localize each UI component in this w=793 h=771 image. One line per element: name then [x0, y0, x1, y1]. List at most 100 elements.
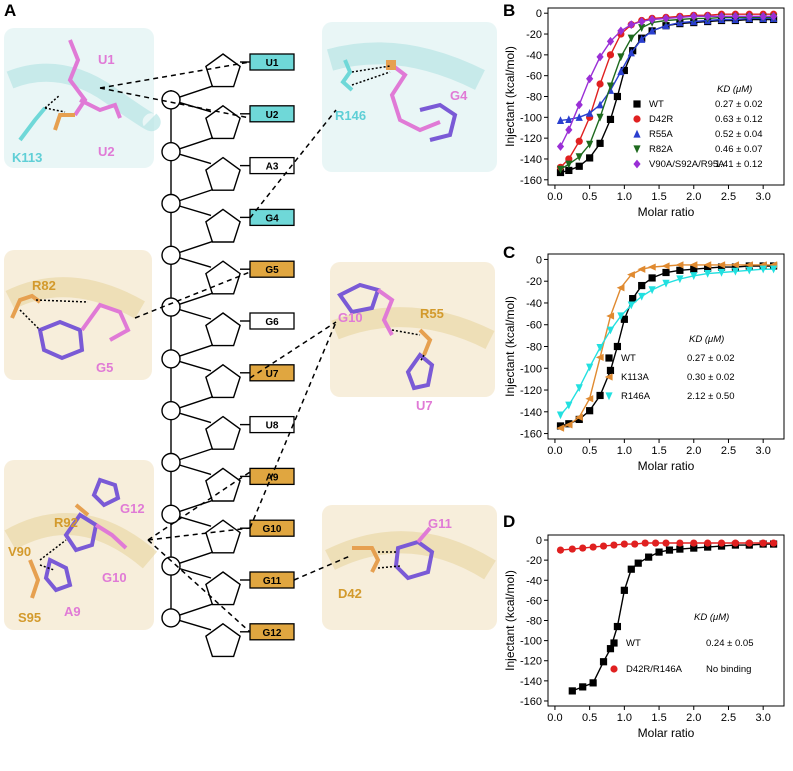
- data-point: [586, 363, 594, 372]
- y-tick-label: -160: [520, 175, 542, 187]
- x-tick-label: 0.0: [547, 445, 562, 457]
- data-point: [704, 11, 712, 21]
- data-point: [606, 645, 615, 653]
- legend-kd-value: 1.41 ± 0.12: [715, 159, 762, 170]
- data-point: [617, 67, 625, 76]
- x-tick-label: 2.0: [686, 445, 701, 457]
- data-point: [568, 687, 576, 695]
- plot-frame: [547, 534, 785, 707]
- nucleotide-label: A3: [266, 162, 279, 173]
- legend-kd-value: 0.24 ± 0.05: [706, 638, 753, 649]
- data-point: [575, 162, 583, 170]
- legend-series-name: WT: [626, 638, 641, 649]
- label-r82: R82: [32, 278, 56, 293]
- data-point: [759, 11, 767, 21]
- data-point: [759, 539, 767, 547]
- data-point: [769, 11, 778, 21]
- data-point: [641, 539, 649, 547]
- label-g10-inset4: G10: [338, 310, 363, 325]
- data-point: [589, 543, 597, 551]
- data-point: [631, 540, 639, 548]
- data-point: [606, 326, 615, 335]
- chart-panel-b: 0.0 0.5 1.0 1.5 2.0 2.5 3.0 0 -20 -40 -60 -80 -100 -1…: [503, 7, 785, 219]
- data-point: [586, 154, 594, 162]
- y-tick-label: -120: [520, 385, 542, 397]
- data-point: [617, 312, 625, 321]
- label-g12-inset5: G12: [120, 501, 145, 516]
- data-point: [759, 265, 767, 274]
- data-point: [704, 539, 712, 547]
- ribose-pentagon: [205, 260, 241, 295]
- y-tick-label: -80: [526, 92, 542, 104]
- x-tick-label: 2.5: [721, 191, 736, 203]
- inset-u1-u2-k113: U1 U2 K113: [4, 28, 161, 168]
- data-point: [648, 26, 656, 35]
- chart-panel-d: 0.0 0.5 1.0 1.5 2.0 2.5 3.0 0 -20 -40 -60 -80 -100 -1…: [503, 534, 785, 740]
- legend-kd-value: 0.46 ± 0.07: [715, 144, 762, 155]
- data-point: [556, 422, 565, 430]
- label-v90: V90: [8, 544, 31, 559]
- label-k113: K113: [12, 150, 42, 165]
- data-point: [616, 284, 625, 292]
- data-point: [731, 267, 740, 276]
- data-point: [627, 301, 635, 310]
- label-r55: R55: [420, 306, 444, 321]
- data-point: [606, 82, 615, 91]
- data-point: [585, 395, 594, 403]
- y-axis-title: Injectant (kcal/mol): [503, 296, 517, 397]
- data-point: [769, 539, 778, 547]
- data-point: [731, 263, 740, 271]
- data-point: [613, 342, 622, 351]
- x-axis-title: Molar ratio: [638, 205, 695, 219]
- data-point: [627, 20, 635, 30]
- nucleotide-box: [249, 415, 295, 434]
- inset-g10-r55-u7: G10 R55 U7: [330, 262, 495, 413]
- y-tick-label: -20: [526, 276, 542, 288]
- data-point: [645, 553, 653, 561]
- legend-kd-value: No binding: [706, 664, 751, 675]
- legend-marker: [610, 639, 618, 647]
- data-point: [589, 679, 597, 687]
- data-point: [676, 275, 684, 284]
- nucleotide-box: [249, 156, 295, 175]
- data-point: [556, 411, 565, 420]
- ribose-pentagon: [205, 622, 241, 658]
- panel-label-c: C: [503, 243, 515, 262]
- inset-r82-g5: R82 G5: [4, 250, 152, 380]
- legend-marker: [633, 115, 641, 123]
- data-point: [638, 292, 646, 301]
- data-point: [617, 26, 625, 36]
- data-point: [690, 539, 698, 547]
- data-point: [568, 545, 576, 553]
- legend-kd-value: 0.30 ± 0.02: [687, 372, 734, 383]
- data-point: [565, 125, 573, 135]
- data-point: [579, 544, 587, 552]
- data-point: [638, 24, 646, 32]
- nucleotide-box: [249, 364, 295, 382]
- ribose-pentagon: [205, 104, 241, 140]
- label-g10-inset5: G10: [102, 570, 127, 585]
- data-point: [565, 401, 573, 410]
- data-point: [717, 261, 726, 269]
- legend-series-name: WT: [621, 353, 636, 364]
- data-point: [690, 544, 698, 552]
- y-tick-label: -80: [526, 616, 542, 628]
- x-tick-label: 0.0: [547, 712, 562, 724]
- legend-marker: [610, 665, 618, 673]
- data-point: [648, 15, 656, 24]
- nucleotide-label: G11: [263, 576, 282, 587]
- phosphate-circle: [161, 452, 181, 473]
- y-tick-label: -100: [520, 636, 542, 648]
- legend-title: KD (μM): [717, 84, 752, 95]
- panel-label-b: B: [503, 1, 515, 20]
- y-tick-label: -140: [520, 154, 542, 166]
- phosphate-circle: [161, 608, 181, 628]
- data-point: [704, 269, 712, 278]
- data-point: [606, 51, 615, 59]
- x-axis-title: Molar ratio: [638, 726, 695, 740]
- data-point: [690, 272, 698, 280]
- data-point: [627, 34, 635, 43]
- data-point: [745, 266, 753, 275]
- ribose-pentagon: [205, 571, 241, 606]
- legend-kd-value: 0.63 ± 0.12: [715, 114, 762, 125]
